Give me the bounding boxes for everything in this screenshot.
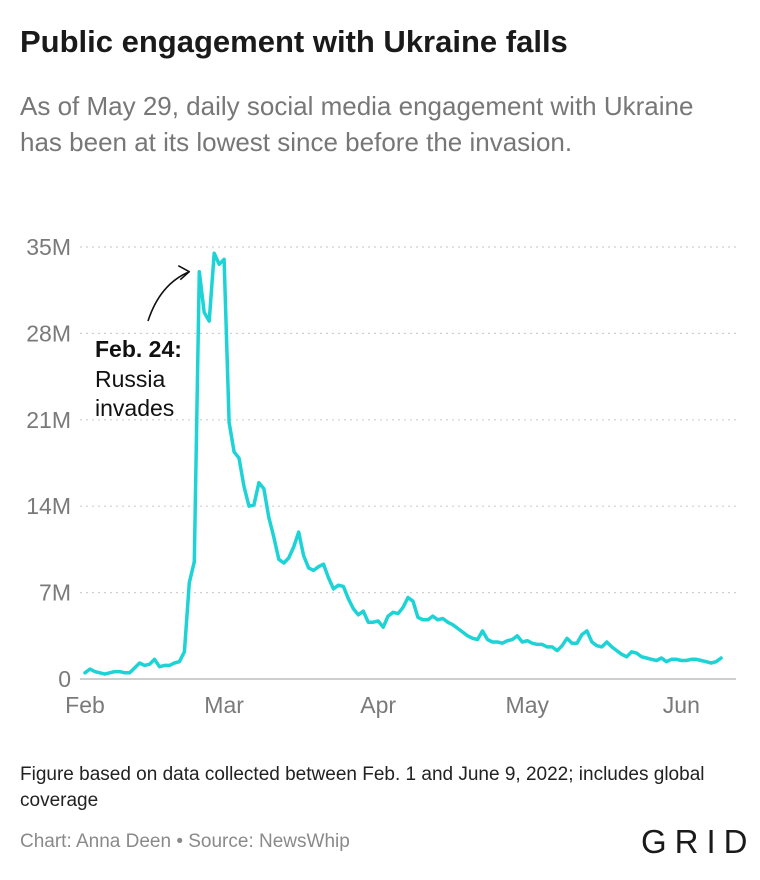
series-line-engagement	[83, 251, 723, 676]
y-axis-ticks: 0 7M 14M 21M 28M 35M	[26, 234, 71, 692]
gridlines	[80, 246, 736, 594]
chart-subtitle: As of May 29, daily social media engagem…	[20, 91, 694, 157]
annotation-russia-invades: Feb. 24: Russia invades	[95, 264, 191, 421]
annotation-text: invades	[95, 395, 174, 421]
annotation-arrowhead	[177, 264, 191, 281]
footnote: Figure based on data collected between F…	[20, 764, 705, 811]
y-tick-label: 28M	[26, 320, 71, 346]
line-chart: 0 7M 14M 21M 28M 35M Feb Mar Apr May Jun Feb. 24:…	[26, 234, 736, 718]
y-tick-label: 14M	[26, 493, 71, 519]
credit-line: Chart: Anna Deen • Source: NewsWhip	[20, 831, 350, 852]
annotation-arrow	[147, 270, 190, 322]
x-tick-label: Feb	[65, 692, 105, 718]
x-tick-label: May	[506, 692, 550, 718]
y-tick-label: 0	[58, 666, 71, 692]
y-tick-label: 21M	[26, 407, 71, 433]
x-tick-label: Jun	[663, 692, 700, 718]
y-tick-label: 35M	[26, 234, 71, 260]
y-tick-label: 7M	[39, 580, 71, 606]
x-axis-ticks: Feb Mar Apr May Jun	[65, 692, 700, 718]
annotation-text: Russia	[95, 366, 166, 392]
grid-logo: GRID	[641, 823, 756, 860]
chart-title: Public engagement with Ukraine falls	[20, 24, 568, 59]
annotation-date: Feb. 24:	[95, 336, 182, 362]
x-tick-label: Mar	[204, 692, 244, 718]
x-tick-label: Apr	[360, 692, 396, 718]
